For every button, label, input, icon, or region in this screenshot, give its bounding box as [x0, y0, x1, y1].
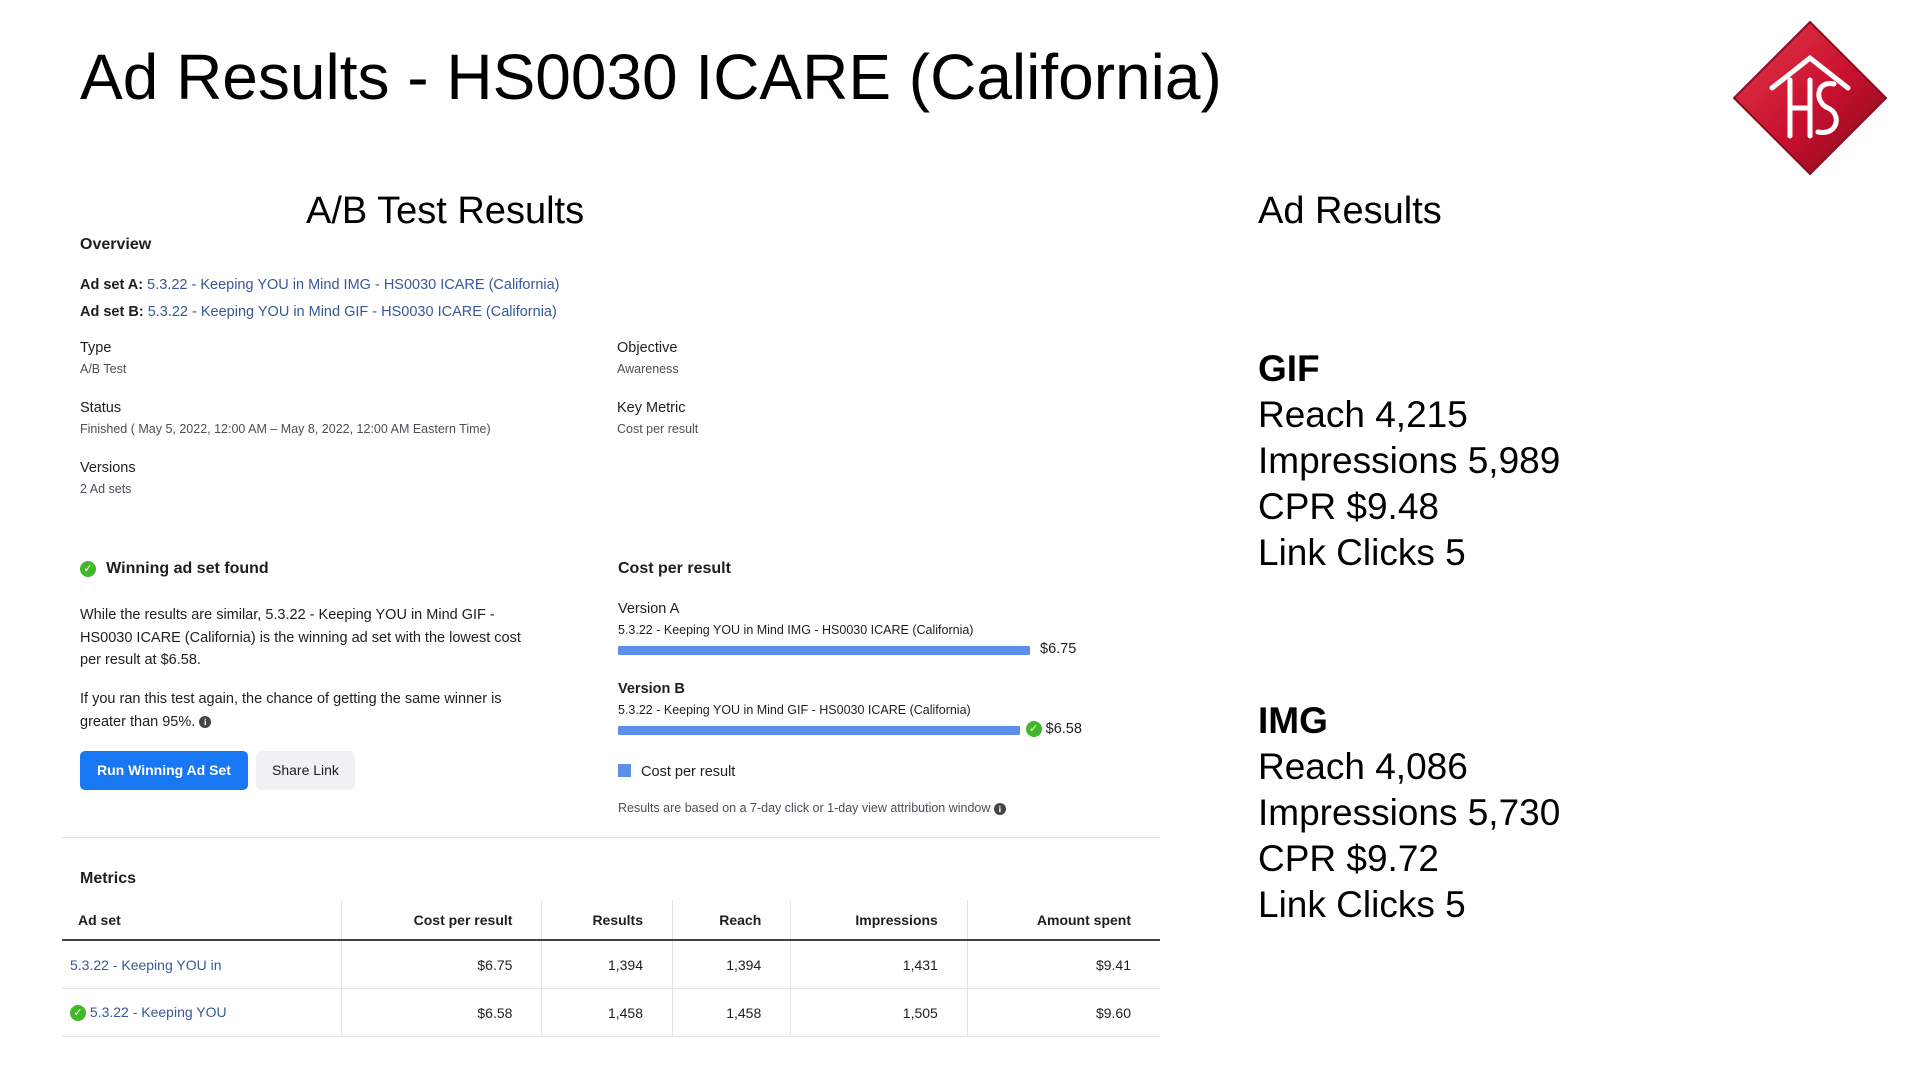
- gif-heading: GIF: [1258, 348, 1320, 389]
- results-cell: 1,394: [541, 940, 674, 989]
- run-winning-ad-set-button[interactable]: Run Winning Ad Set: [80, 751, 248, 790]
- slide-title: Ad Results - HS0030 ICARE (California): [80, 41, 1222, 113]
- versions-value: 2 Ad sets: [80, 482, 132, 496]
- winner-check-icon: ✓: [70, 1005, 86, 1022]
- share-link-button[interactable]: Share Link: [256, 751, 355, 790]
- table-row: 5.3.22 - Keeping YOU in $6.75 1,394 1,39…: [62, 940, 1160, 989]
- cost-chart-heading: Cost per result: [618, 560, 731, 577]
- company-logo: [1732, 20, 1888, 176]
- ad-results-heading: Ad Results: [1258, 190, 1442, 232]
- ad-set-link[interactable]: 5.3.22 - Keeping YOU in: [70, 956, 222, 973]
- type-value: A/B Test: [80, 362, 127, 376]
- ad-set-a-line: Ad set A: 5.3.22 - Keeping YOU in Mind I…: [80, 277, 560, 293]
- cost-cell: $6.75: [341, 940, 543, 989]
- confidence-text: greater than 95%.: [80, 713, 196, 730]
- img-cpr: CPR $9.72: [1258, 838, 1439, 879]
- gif-cpr: CPR $9.48: [1258, 486, 1439, 527]
- winner-text-line: While the results are similar, 5.3.22 - …: [80, 607, 495, 623]
- column-header[interactable]: Cost per result: [341, 900, 543, 941]
- chart-legend: Cost per result: [618, 764, 735, 780]
- version-b-value: $6.58: [1045, 721, 1082, 737]
- confidence-text-line: greater than 95%. i: [80, 711, 502, 734]
- key-metric-value: Cost per result: [617, 422, 699, 436]
- attribution-footnote: Results are based on a 7-day click or 1-…: [618, 801, 1006, 815]
- version-a-label: Version A: [618, 601, 680, 617]
- confidence-paragraph: If you ran this test again, the chance o…: [80, 688, 502, 733]
- legend-label: Cost per result: [641, 764, 736, 780]
- metrics-header-row: Ad set Cost per result Results Reach Imp…: [62, 900, 1160, 941]
- img-link-clicks: Link Clicks 5: [1258, 884, 1466, 925]
- objective-value: Awareness: [617, 362, 679, 376]
- metrics-table: Ad set Cost per result Results Reach Imp…: [62, 900, 1160, 1037]
- confidence-text-line: If you ran this test again, the chance o…: [80, 691, 502, 707]
- column-header[interactable]: Ad set: [62, 900, 343, 941]
- img-heading: IMG: [1258, 700, 1328, 741]
- ad-set-b-link[interactable]: 5.3.22 - Keeping YOU in Mind GIF - HS003…: [147, 304, 557, 320]
- version-a-name: 5.3.22 - Keeping YOU in Mind IMG - HS003…: [618, 623, 974, 637]
- info-icon[interactable]: i: [993, 802, 1006, 815]
- ad-set-b-line: Ad set B: 5.3.22 - Keeping YOU in Mind G…: [80, 304, 557, 320]
- img-results: IMG Reach 4,086 Impressions 5,730 CPR $9…: [1258, 698, 1560, 928]
- status-value: Finished ( May 5, 2022, 12:00 AM – May 8…: [80, 422, 491, 436]
- column-header[interactable]: Reach: [672, 900, 792, 941]
- spent-cell: $9.41: [967, 940, 1160, 989]
- gif-link-clicks: Link Clicks 5: [1258, 532, 1466, 573]
- version-a-bar: [618, 646, 1030, 655]
- gif-impressions: Impressions 5,989: [1258, 440, 1561, 481]
- column-header[interactable]: Impressions: [790, 900, 968, 941]
- version-b-name: 5.3.22 - Keeping YOU in Mind GIF - HS003…: [618, 703, 971, 717]
- winner-text-line: HS0030 ICARE (California) is the winning…: [80, 629, 521, 646]
- table-row: ✓ 5.3.22 - Keeping YOU $6.58 1,458 1,458…: [62, 988, 1160, 1037]
- column-header[interactable]: Results: [541, 900, 674, 941]
- status-label: Status: [80, 400, 122, 416]
- objective-label: Objective: [617, 340, 678, 356]
- ad-set-a-link[interactable]: 5.3.22 - Keeping YOU in Mind IMG - HS003…: [147, 277, 560, 293]
- section-divider: [62, 837, 1160, 838]
- metrics-heading: Metrics: [80, 870, 137, 887]
- spent-cell: $9.60: [967, 988, 1160, 1037]
- version-b-label: Version B: [618, 681, 685, 697]
- ad-set-cell[interactable]: ✓ 5.3.22 - Keeping YOU: [62, 988, 343, 1037]
- legend-swatch: [618, 764, 631, 777]
- ad-set-b-label: Ad set B:: [80, 304, 144, 320]
- winner-text-line: per result at $6.58.: [80, 652, 201, 668]
- cost-cell: $6.58: [341, 988, 543, 1037]
- ab-test-heading: A/B Test Results: [306, 190, 585, 232]
- version-b-bar: [618, 726, 1020, 735]
- gif-results: GIF Reach 4,215 Impressions 5,989 CPR $9…: [1258, 346, 1560, 576]
- info-icon[interactable]: i: [199, 715, 212, 728]
- winner-heading-row: ✓ Winning ad set found: [80, 560, 269, 578]
- img-impressions: Impressions 5,730: [1258, 792, 1561, 833]
- check-icon: ✓: [80, 561, 96, 578]
- img-reach: Reach 4,086: [1258, 746, 1468, 787]
- ad-set-link[interactable]: 5.3.22 - Keeping YOU: [89, 1003, 227, 1020]
- column-header[interactable]: Amount spent: [967, 900, 1160, 941]
- ad-set-a-label: Ad set A:: [80, 277, 144, 293]
- type-label: Type: [80, 340, 112, 356]
- reach-cell: 1,394: [672, 940, 792, 989]
- gif-reach: Reach 4,215: [1258, 394, 1468, 435]
- key-metric-label: Key Metric: [617, 400, 686, 416]
- overview-heading: Overview: [80, 236, 152, 253]
- reach-cell: 1,458: [672, 988, 792, 1037]
- winner-paragraph: While the results are similar, 5.3.22 - …: [80, 604, 521, 672]
- version-b-value-row: ✓ $6.58: [1025, 721, 1082, 738]
- versions-label: Versions: [80, 460, 136, 476]
- impressions-cell: 1,505: [790, 988, 968, 1037]
- results-cell: 1,458: [541, 988, 674, 1037]
- ad-set-cell[interactable]: 5.3.22 - Keeping YOU in: [62, 940, 343, 989]
- winner-heading: Winning ad set found: [106, 560, 269, 577]
- winner-check-icon: ✓: [1025, 721, 1042, 738]
- version-a-value: $6.75: [1040, 641, 1077, 657]
- footnote-text: Results are based on a 7-day click or 1-…: [618, 801, 991, 815]
- impressions-cell: 1,431: [790, 940, 968, 989]
